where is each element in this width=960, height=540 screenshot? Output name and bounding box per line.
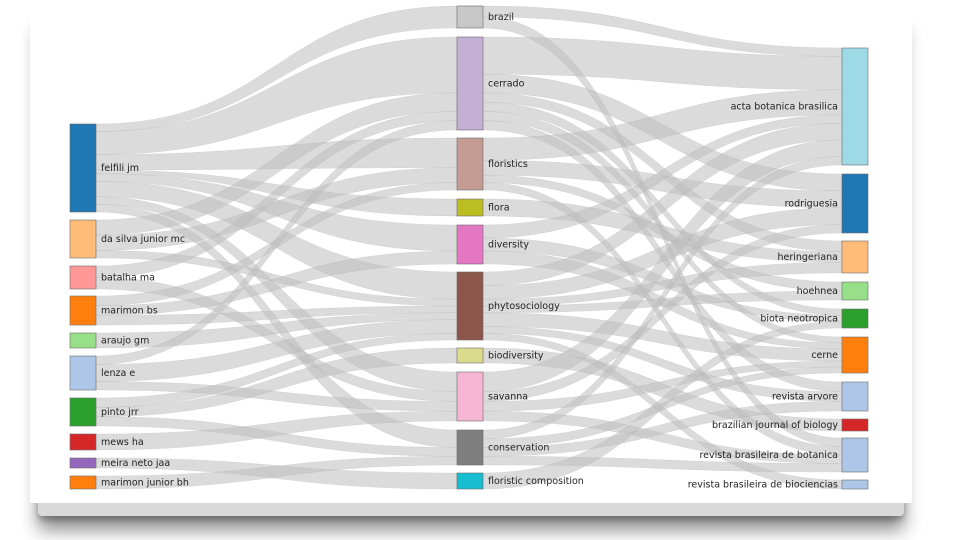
- sankey-node: [456, 271, 484, 341]
- sankey-chart: felfili jm da silva junior mc batalha ma ma…: [69, 5, 869, 491]
- node-label: lenza e: [101, 368, 135, 379]
- sankey-node: [841, 336, 869, 374]
- sankey-node: [69, 265, 97, 290]
- sankey-node: [69, 433, 97, 451]
- node-label: marimon junior bh: [101, 478, 189, 489]
- node-label: da silva junior mc: [101, 234, 185, 245]
- sankey-node: [841, 381, 869, 412]
- sankey-node: [69, 397, 97, 427]
- node-label: mews ha: [101, 437, 144, 448]
- node-label: savanna: [488, 392, 528, 403]
- sankey-node: [69, 219, 97, 259]
- node-label: heringeriana: [777, 252, 838, 263]
- sankey-node: [456, 429, 484, 466]
- sankey-node: [841, 281, 869, 301]
- node-label: revista arvore: [772, 392, 838, 403]
- node-label: batalha ma: [101, 273, 155, 284]
- chart-card: felfili jm da silva junior mc batalha ma ma…: [30, 0, 912, 503]
- sankey-node: [456, 472, 484, 490]
- node-label: brazilian journal of biology: [712, 420, 838, 431]
- node-layer: [69, 5, 869, 490]
- node-label: phytosociology: [488, 301, 560, 312]
- node-label: pinto jrr: [101, 407, 139, 418]
- sankey-node: [841, 47, 869, 166]
- sankey-node: [69, 475, 97, 490]
- link-layer: [95, 5, 843, 490]
- node-label: meira neto jaa: [101, 458, 170, 469]
- node-label: cerrado: [488, 79, 525, 90]
- sankey-node: [841, 479, 869, 490]
- node-label: acta botanica brasilica: [731, 102, 838, 113]
- node-label: biodiversity: [488, 351, 544, 362]
- sankey-node: [69, 123, 97, 213]
- node-label: brazil: [488, 12, 514, 23]
- node-label: floristic composition: [488, 476, 584, 487]
- label-layer: felfili jm da silva junior mc batalha ma ma…: [101, 12, 838, 491]
- sankey-node: [456, 137, 484, 191]
- sankey-node: [841, 173, 869, 234]
- node-label: hoehnea: [797, 286, 838, 297]
- node-label: revista brasileira de biociencias: [688, 480, 838, 491]
- node-label: conservation: [488, 443, 549, 454]
- node-label: cerne: [811, 350, 838, 361]
- sankey-node: [456, 224, 484, 265]
- sankey-node: [841, 308, 869, 329]
- sankey-node: [456, 347, 484, 364]
- node-label: diversity: [488, 240, 529, 251]
- sankey-node: [69, 355, 97, 391]
- node-label: felfili jm: [101, 163, 139, 174]
- node-label: revista brasileira de botanica: [699, 450, 838, 461]
- sankey-node: [841, 418, 869, 432]
- sankey-node: [841, 240, 869, 274]
- sankey-node: [69, 457, 97, 469]
- node-label: flora: [488, 203, 510, 214]
- node-label: biota neotropica: [760, 314, 838, 325]
- node-label: rodriguesia: [785, 199, 838, 210]
- sankey-node: [69, 332, 97, 349]
- sankey-node: [456, 198, 484, 217]
- sankey-node: [456, 5, 484, 29]
- node-label: araujo gm: [101, 336, 149, 347]
- sankey-node: [69, 295, 97, 326]
- sankey-node: [841, 437, 869, 473]
- node-label: floristics: [488, 159, 528, 170]
- sankey-node: [456, 36, 484, 131]
- sankey-node: [456, 371, 484, 422]
- node-label: marimon bs: [101, 306, 158, 317]
